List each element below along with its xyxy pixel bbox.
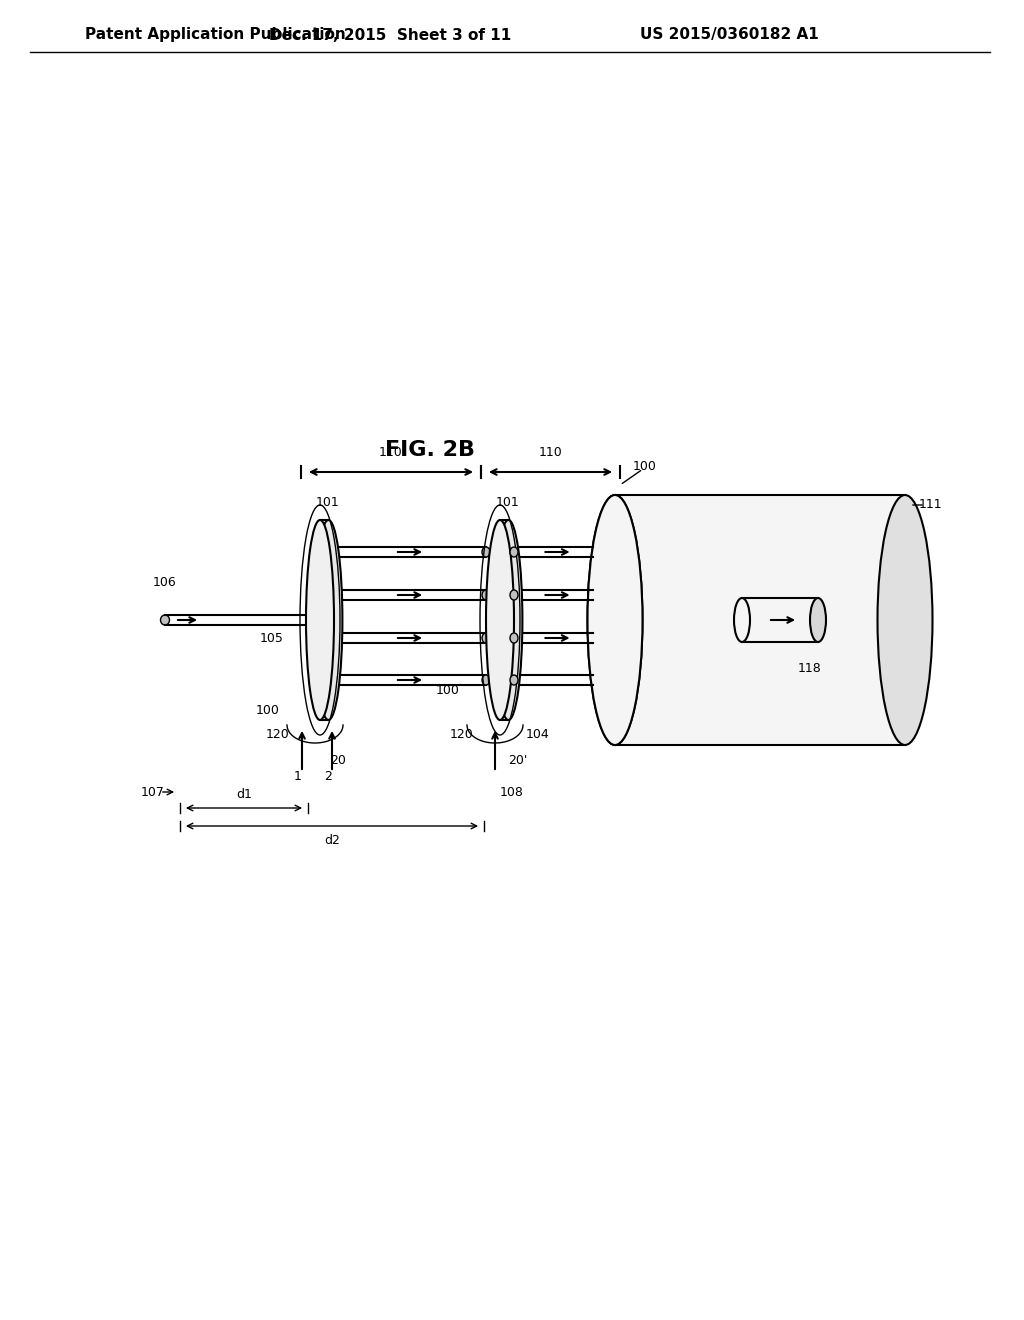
Text: 110: 110 — [379, 446, 402, 458]
Text: 101: 101 — [316, 495, 340, 508]
Text: d1: d1 — [237, 788, 252, 800]
Ellipse shape — [588, 495, 642, 744]
Ellipse shape — [306, 520, 334, 719]
Text: d2: d2 — [324, 833, 340, 846]
Ellipse shape — [161, 615, 170, 624]
Text: 100: 100 — [256, 704, 280, 717]
Ellipse shape — [510, 675, 518, 685]
Ellipse shape — [314, 520, 342, 719]
Text: 120: 120 — [451, 727, 474, 741]
Text: US 2015/0360182 A1: US 2015/0360182 A1 — [640, 28, 819, 42]
Text: Dec. 17, 2015  Sheet 3 of 11: Dec. 17, 2015 Sheet 3 of 11 — [269, 28, 511, 42]
Ellipse shape — [482, 634, 490, 643]
Text: 20': 20' — [508, 754, 527, 767]
Text: 2: 2 — [324, 770, 332, 783]
Ellipse shape — [482, 546, 490, 557]
Ellipse shape — [810, 598, 826, 642]
Text: 101: 101 — [496, 495, 520, 508]
Text: 100: 100 — [633, 461, 657, 474]
Text: 111: 111 — [919, 499, 942, 511]
Ellipse shape — [495, 520, 522, 719]
Text: 110: 110 — [539, 446, 562, 458]
Text: 107: 107 — [141, 785, 165, 799]
Ellipse shape — [486, 520, 514, 719]
Text: 105: 105 — [260, 631, 284, 644]
Ellipse shape — [482, 675, 490, 685]
Text: 118: 118 — [798, 661, 822, 675]
Text: 106: 106 — [154, 576, 177, 589]
Text: 100: 100 — [436, 684, 460, 697]
Polygon shape — [615, 495, 905, 744]
Text: 104: 104 — [526, 727, 550, 741]
Ellipse shape — [510, 590, 518, 601]
Ellipse shape — [482, 590, 490, 601]
Ellipse shape — [510, 634, 518, 643]
Ellipse shape — [878, 495, 933, 744]
Text: 20: 20 — [330, 754, 346, 767]
Text: FIG. 2B: FIG. 2B — [385, 440, 475, 459]
Ellipse shape — [510, 546, 518, 557]
Text: 120: 120 — [266, 727, 290, 741]
Text: 1: 1 — [294, 770, 302, 783]
Text: Patent Application Publication: Patent Application Publication — [85, 28, 346, 42]
Text: 108: 108 — [500, 785, 524, 799]
